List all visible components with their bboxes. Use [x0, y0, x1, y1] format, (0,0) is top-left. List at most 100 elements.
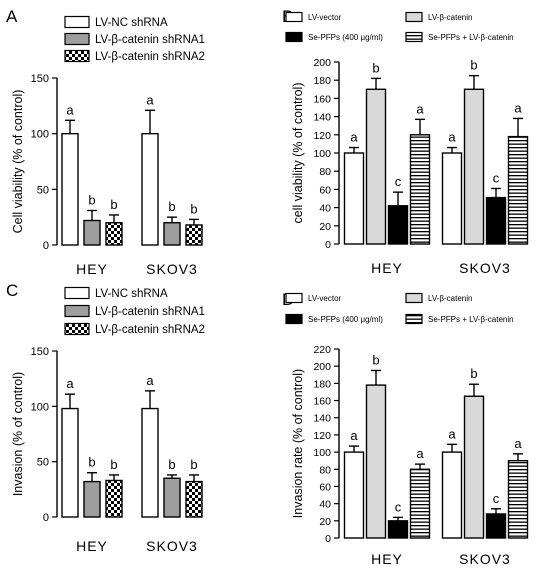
y-tick-label: 140: [313, 413, 331, 425]
y-tick-label: 40: [319, 499, 331, 511]
x-category-label: HEY: [76, 538, 108, 554]
chart-panel-b: B020406080100120140160180200cell viabili…: [282, 7, 529, 276]
bar: [463, 88, 485, 245]
significance-label: b: [110, 197, 117, 212]
bar: [141, 407, 159, 518]
y-tick-label: 0: [325, 239, 331, 251]
bar: [61, 407, 79, 518]
legend-label: LV-NC shRNA: [95, 17, 168, 29]
bar: [141, 132, 159, 246]
significance-label: b: [110, 457, 117, 472]
legend-swatch: [64, 286, 90, 300]
y-tick-label: 100: [313, 148, 331, 160]
legend-label: Se-PFPs (400 μg/ml): [308, 315, 383, 324]
legend-swatch: [405, 313, 423, 325]
y-tick-label: 160: [313, 396, 331, 408]
significance-label: a: [416, 446, 424, 461]
significance-label: a: [146, 92, 154, 107]
bar: [365, 88, 387, 245]
legend-swatch: [405, 11, 423, 23]
legend-swatch: [64, 15, 90, 29]
legend-swatch: [64, 49, 90, 63]
y-tick-label: 160: [313, 93, 331, 105]
y-tick-label: 20: [319, 516, 331, 528]
panel-letter: C: [6, 281, 18, 300]
y-tick-label: 100: [31, 401, 49, 413]
bar: [387, 520, 409, 539]
legend-swatch: [405, 292, 423, 304]
y-tick-label: 100: [31, 129, 49, 141]
y-tick-label: 200: [313, 361, 331, 373]
x-category-label: SKOV3: [459, 260, 511, 276]
y-axis-title: cell viability (% of control): [291, 82, 305, 223]
y-tick-label: 0: [43, 240, 49, 252]
significance-label: a: [66, 102, 74, 117]
legend-label: LV-vector: [308, 13, 342, 22]
significance-label: c: [493, 170, 500, 185]
panel-letter: A: [6, 7, 18, 26]
bar: [105, 222, 123, 246]
y-tick-label: 80: [319, 166, 331, 178]
bar: [387, 205, 409, 245]
legend-label: LV-β-catenin: [428, 294, 472, 303]
x-category-label: SKOV3: [459, 551, 511, 567]
bar: [507, 135, 529, 245]
legend-swatch: [285, 11, 303, 23]
bar: [105, 479, 123, 518]
y-tick-label: 50: [37, 457, 49, 469]
legend-label: LV-NC shRNA: [95, 288, 168, 300]
bar: [485, 513, 507, 539]
significance-label: b: [470, 366, 477, 381]
y-tick-label: 0: [43, 512, 49, 524]
significance-label: b: [190, 201, 197, 216]
bar: [163, 477, 181, 518]
y-tick-label: 20: [319, 221, 331, 233]
legend-label: Se-PFPs + LV-β-catenin: [428, 315, 514, 324]
bar: [83, 480, 101, 518]
chart-panel-a: A 0 50 100 150 Cell viability (% of control) a…: [6, 7, 205, 277]
legend-swatch: [285, 313, 303, 325]
x-category-label: SKOV3: [146, 261, 198, 277]
bar: [485, 196, 507, 245]
y-tick-label: 120: [313, 130, 331, 142]
bar: [507, 459, 529, 539]
y-tick-label: 60: [319, 184, 331, 196]
y-tick-label: 40: [319, 203, 331, 215]
y-axis-title: Invasion rate (% of control): [291, 369, 305, 518]
legend-label: LV-β-catenin shRNA1: [95, 306, 205, 318]
y-tick-label: 140: [313, 112, 331, 124]
significance-label: b: [168, 457, 175, 472]
legend-swatch: [405, 31, 423, 43]
legend-label: Se-PFPs (400 μg/ml): [308, 33, 383, 42]
legend-label: LV-β-catenin shRNA1: [95, 34, 205, 46]
y-tick-label: 100: [313, 447, 331, 459]
significance-label: a: [514, 436, 522, 451]
bar: [409, 468, 431, 539]
significance-label: b: [372, 60, 379, 75]
significance-label: c: [395, 499, 402, 514]
legend-label: LV-β-catenin: [428, 13, 472, 22]
legend-label: LV-β-catenin shRNA2: [95, 51, 205, 63]
significance-label: a: [416, 101, 424, 116]
significance-label: a: [350, 428, 358, 443]
x-category-label: SKOV3: [146, 538, 198, 554]
significance-label: a: [448, 426, 456, 441]
bar: [441, 451, 463, 539]
y-tick-label: 60: [319, 481, 331, 493]
y-tick-label: 200: [313, 57, 331, 69]
x-category-label: HEY: [371, 551, 403, 567]
significance-label: a: [350, 130, 358, 145]
significance-label: b: [88, 192, 95, 207]
y-tick-label: 150: [31, 73, 49, 85]
legend-label: Se-PFPs + LV-β-catenin: [428, 33, 514, 42]
y-axis-title: Invasion (% of control): [11, 372, 25, 496]
bar: [441, 152, 463, 245]
y-tick-label: 80: [319, 464, 331, 476]
legend-swatch: [285, 292, 303, 304]
y-tick-label: 0: [325, 533, 331, 545]
bar: [185, 224, 203, 246]
y-tick-label: 150: [31, 346, 49, 358]
bar: [409, 134, 431, 245]
